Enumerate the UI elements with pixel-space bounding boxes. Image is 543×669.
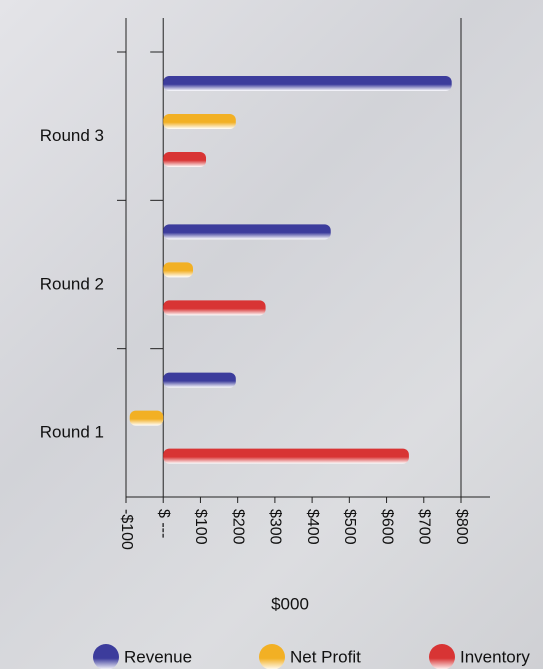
- y-tick-label: Round 1: [40, 423, 104, 442]
- legend-label: Revenue: [124, 647, 192, 666]
- x-tick-label: $ ---: [155, 509, 172, 538]
- bar: [163, 224, 331, 240]
- legend-swatch: [429, 644, 455, 669]
- x-axis-title: $000: [271, 594, 309, 613]
- legend-swatch: [93, 644, 119, 669]
- x-tick-label: $600: [378, 509, 395, 545]
- x-tick-label: $800: [453, 509, 470, 545]
- legend-label: Inventory: [460, 647, 530, 666]
- bar: [163, 262, 193, 278]
- bar: [163, 372, 236, 388]
- y-tick-label: Round 2: [40, 274, 104, 293]
- bar: [163, 300, 266, 316]
- x-tick-label: $200: [229, 509, 246, 545]
- bar: [129, 410, 164, 426]
- x-tick-label: -$100: [118, 509, 135, 550]
- bar: [163, 152, 207, 167]
- bar: [163, 448, 409, 464]
- x-tick-label: $100: [192, 509, 209, 545]
- legend-swatch: [259, 644, 285, 669]
- x-tick-label: $700: [416, 509, 433, 545]
- x-tick-label: $300: [267, 509, 284, 545]
- x-tick-label: $400: [304, 509, 321, 545]
- y-tick-label: Round 3: [40, 126, 104, 145]
- x-tick-label: $500: [341, 509, 358, 545]
- bar: [163, 76, 452, 91]
- legend-label: Net Profit: [290, 647, 361, 666]
- bar: [163, 114, 236, 129]
